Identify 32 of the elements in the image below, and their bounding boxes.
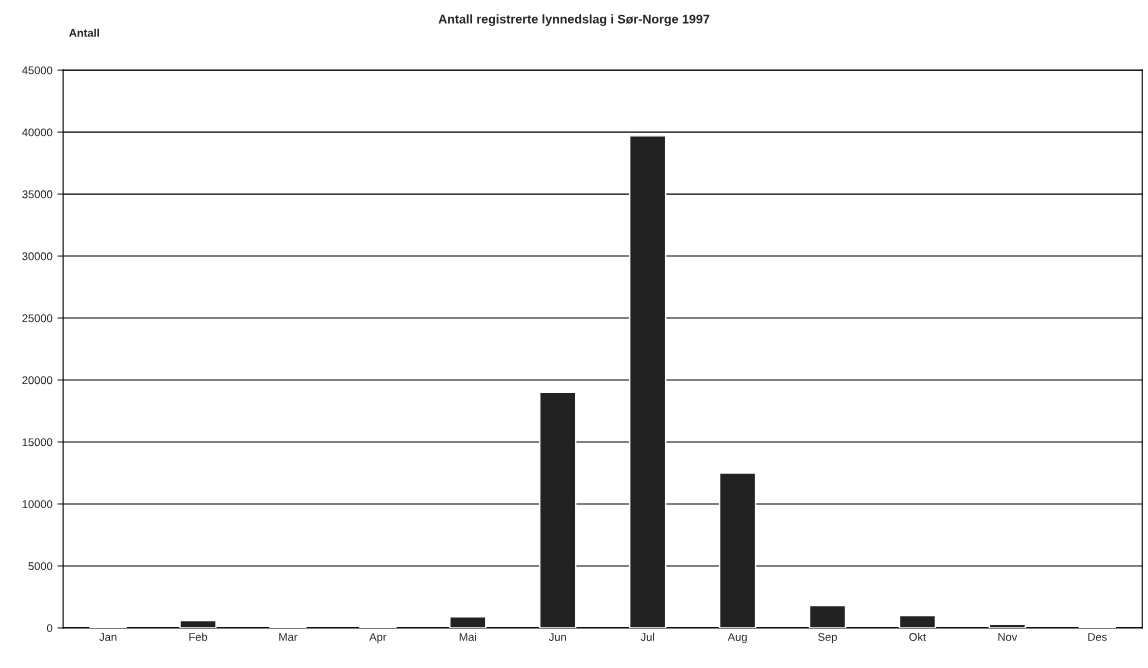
x-tick-label: Okt <box>909 632 926 641</box>
y-tick-label: 0 <box>46 624 53 633</box>
x-tick-label: Jan <box>99 633 117 641</box>
y-tick-label: 15000 <box>22 438 53 447</box>
y-tick-label: 40000 <box>22 128 53 137</box>
bar <box>179 619 217 628</box>
bar <box>449 616 487 628</box>
y-axis-title: Antall <box>69 28 99 37</box>
y-tick-label: 10000 <box>22 500 53 509</box>
x-tick-label: Aug <box>727 633 747 644</box>
x-tick-label: Mai <box>459 632 477 641</box>
bar <box>539 391 577 628</box>
x-tick-label: Apr <box>369 633 387 644</box>
y-tick-label: 30000 <box>22 252 53 261</box>
bar <box>628 135 667 628</box>
chart-title: Antall registrerte lynnedslag i Sør-Norge 1997 <box>438 14 710 27</box>
y-tick-label: 5000 <box>28 562 53 571</box>
x-tick-label: Des <box>1088 633 1107 641</box>
x-tick-label: Feb <box>189 632 208 641</box>
bar <box>718 472 757 628</box>
y-tick-label: 45000 <box>22 66 53 75</box>
y-tick-label: 25000 <box>22 314 53 323</box>
bar <box>808 604 847 628</box>
y-tick-label: 35000 <box>22 190 53 199</box>
y-tick-label: 20000 <box>22 376 53 385</box>
x-tick-label: Jun <box>548 633 566 641</box>
bar <box>988 623 1027 628</box>
bar <box>898 614 937 628</box>
x-tick-label: Sep <box>818 633 837 644</box>
x-tick-label: Mar <box>279 633 298 641</box>
x-tick-label: Nov <box>998 633 1018 641</box>
x-tick-label: Jul <box>640 632 655 641</box>
